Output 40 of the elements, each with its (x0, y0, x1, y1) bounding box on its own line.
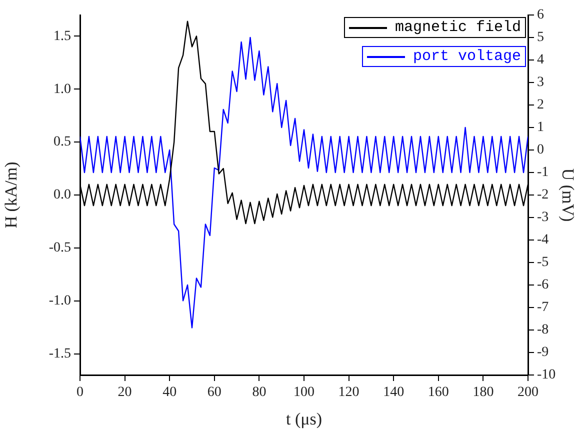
y-tick-label: 1.5 (54, 28, 71, 44)
y2-axis-title: U (mV) (558, 168, 578, 222)
x-tick-label: 140 (383, 385, 404, 400)
y-tick-label: -0.5 (48, 240, 71, 256)
y2-tick-label: 2 (537, 98, 544, 113)
y2-tick-label: 0 (537, 142, 544, 158)
y2-tick-label: 4 (537, 52, 544, 68)
y2-tick-label: -10 (537, 368, 556, 383)
y2-tick-label: -8 (537, 322, 549, 338)
x-tick-label: 0 (76, 385, 84, 400)
x-tick-label: 40 (162, 385, 177, 400)
y2-tick-label: 1 (537, 120, 544, 136)
y2-tick-label: 5 (537, 30, 544, 46)
y2-tick-label: -1 (537, 165, 549, 180)
y-tick-label: 1.0 (54, 82, 71, 97)
y-tick-label: -1.5 (48, 346, 71, 362)
x-axis-title: t (μs) (286, 409, 322, 428)
x-tick-label: 100 (294, 385, 314, 400)
y2-tick-label: -2 (537, 188, 549, 203)
y2-tick-label: -6 (537, 278, 549, 293)
y2-tick-label: -7 (537, 300, 549, 316)
x-tick-label: 20 (118, 385, 132, 400)
y-tick-label: 0.0 (54, 188, 71, 203)
y2-tick-label: -9 (537, 345, 549, 360)
y-axis-title: H (kA/m) (2, 162, 21, 228)
x-tick-label: 60 (207, 385, 222, 400)
y-tick-label: -1.0 (48, 294, 71, 309)
y2-tick-label: 3 (537, 75, 544, 90)
x-tick-label: 200 (518, 385, 538, 400)
y2-tick-label: -5 (537, 255, 549, 270)
legend-label: magnetic field (394, 19, 521, 36)
x-tick-label: 180 (472, 385, 494, 400)
y2-tick-label: -3 (537, 210, 549, 226)
legend-label: port voltage (412, 48, 521, 65)
x-tick-label: 80 (252, 385, 266, 400)
y2-tick-label: -4 (537, 232, 549, 248)
x-tick-label: 120 (338, 385, 360, 400)
x-tick-label: 160 (428, 385, 449, 400)
y2-tick-label: 6 (537, 8, 544, 23)
y-tick-label: 0.5 (54, 134, 71, 150)
